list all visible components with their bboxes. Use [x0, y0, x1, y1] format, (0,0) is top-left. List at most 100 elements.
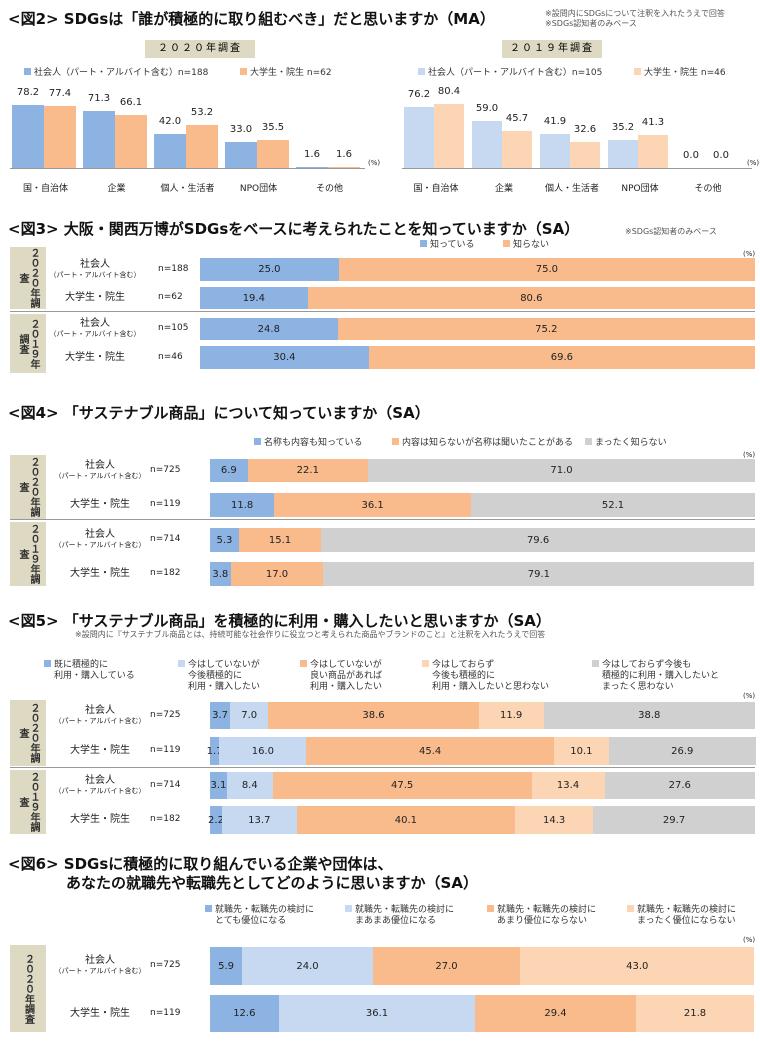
bar: [257, 139, 289, 168]
row-label: 社会人 （パート・アルバイト含む）: [50, 460, 150, 482]
legend-swatch: [254, 438, 261, 445]
respondent-group: 大学生・院生: [70, 1007, 130, 1019]
category-label: NPO団体: [239, 184, 278, 194]
bar: [44, 106, 76, 168]
category-label: 国・自治体: [22, 184, 68, 194]
year-label: ２０２０年調査: [17, 703, 39, 763]
legend-label: 内容は知らないが名称は聞いたことがある: [402, 438, 574, 448]
legend-item: 大学生・院生 n=62: [240, 68, 332, 79]
respondent-subgroup: （パート・アルバイト含む）: [54, 716, 146, 725]
legend-swatch: [345, 905, 352, 912]
sample-size: n=714: [150, 779, 181, 790]
sample-size: n=725: [150, 464, 181, 475]
bar: [154, 134, 186, 168]
bar-segment: 13.7: [221, 806, 297, 834]
legend-label: 知らない: [513, 240, 550, 250]
category-label: 企業: [494, 184, 513, 194]
bar-segment: 75.2: [337, 318, 755, 340]
category-label: NPO団体: [621, 184, 659, 194]
respondent-subgroup: （パート・アルバイト含む）: [49, 270, 141, 279]
bar-segment: 43.0: [520, 947, 755, 985]
legend-item: 就職先・転職先の検討に とても優位になる: [205, 905, 314, 927]
category-label: その他: [315, 184, 343, 194]
year-box: ２０２０年調査: [10, 700, 46, 766]
category-label: 個人・生活者: [544, 184, 599, 194]
row-label: 大学生・院生: [50, 745, 150, 756]
legend-item: まったく知らない: [585, 438, 667, 449]
respondent-subgroup: （パート・アルバイト含む）: [54, 786, 146, 795]
data-label: 53.2: [190, 107, 214, 119]
data-label: 71.3: [87, 92, 111, 104]
sample-size: n=119: [150, 745, 181, 755]
legend-swatch: [487, 905, 494, 912]
year-box: ２０１９年調査: [10, 522, 46, 586]
legend-swatch: [24, 68, 31, 75]
legend-item: 就職先・転職先の検討に まったく優位にならない: [627, 905, 736, 927]
respondent-group: 大学生・院生: [70, 499, 130, 510]
respondent-subgroup: （パート・アルバイト含む）: [49, 330, 141, 338]
category-label: その他: [694, 184, 722, 194]
legend-label: 就職先・転職先の検討に まったく優位にならない: [637, 905, 737, 926]
respondent-group: 社会人: [85, 774, 115, 786]
legend-swatch: [585, 438, 592, 445]
row-label: 社会人 （パート・アルバイト含む）: [50, 705, 150, 727]
respondent-subgroup: （パート・アルバイト含む）: [54, 967, 146, 975]
row-label: 社会人 （パート・アルバイト含む）: [45, 318, 145, 340]
data-label: 78.2: [16, 87, 40, 99]
category-label: 企業: [107, 184, 126, 194]
respondent-group: 社会人: [85, 459, 115, 471]
bar-segment: 13.4: [531, 772, 605, 799]
legend-swatch: [634, 68, 641, 75]
legend-swatch: [627, 905, 634, 912]
legend-label: まったく知らない: [595, 438, 667, 448]
legend-label: 就職先・転職先の検討に まあまあ優位になる: [355, 905, 455, 926]
unit-label: (%): [747, 159, 760, 167]
sample-size: n=105: [158, 323, 189, 333]
bar: [225, 141, 257, 168]
sample-size: n=725: [150, 960, 181, 970]
bar-segment: 80.6: [307, 287, 755, 309]
year-label: ２０２０年調査: [17, 248, 39, 308]
legend-item: 知らない: [503, 240, 549, 251]
legend-swatch: [420, 240, 427, 247]
year-box: ２０２０年調査: [10, 455, 46, 519]
legend-label: 今はしておらず今後も 積極的に利用・購入したいと まったく思わない: [602, 660, 720, 692]
data-label: 1.6: [304, 148, 320, 160]
fig2-note-1: ※設問内にSDGsについて注釈を入れたうえで回答: [545, 9, 725, 18]
legend-item: 社会人（パート・アルバイト含む）n=105: [418, 68, 602, 79]
bar-segment: 3.8: [210, 562, 231, 586]
fig4-title: <図4> 「サステナブル商品」について知っていますか（SA）: [8, 404, 430, 422]
bar: [502, 131, 532, 168]
bar-segment: 24.0: [242, 947, 373, 985]
bar-segment: 79.6: [321, 528, 755, 552]
data-label: 80.4: [437, 85, 461, 97]
sample-size: n=119: [150, 499, 181, 509]
bar: [540, 134, 570, 168]
bar: [12, 105, 44, 168]
bar-segment: 47.5: [272, 772, 532, 799]
bar: [83, 110, 115, 168]
panel-heading: ２０１９年調査: [502, 40, 602, 58]
bar-segment: 40.1: [296, 806, 516, 834]
bar-segment: 30.4: [200, 346, 369, 369]
sample-size: n=182: [150, 814, 181, 824]
data-label: 45.7: [505, 113, 529, 125]
fig5-title: <図5> 「サステナブル商品」を積極的に利用・購入したいと思いますか（SA）: [8, 612, 551, 630]
category-label: 個人・生活者: [160, 184, 215, 194]
legend-swatch: [178, 660, 185, 667]
bar-segment: 1.7: [207, 737, 223, 765]
bar-segment: 10.1: [553, 737, 609, 765]
unit-label: (%): [743, 692, 756, 700]
legend-swatch: [240, 68, 247, 75]
bar-segment: 27.0: [372, 947, 521, 985]
legend-item: 就職先・転職先の検討に まあまあ優位になる: [345, 905, 454, 927]
data-label: 0.0: [713, 150, 729, 161]
bar-segment: 11.8: [210, 493, 275, 517]
legend-item: 内容は知らないが名称は聞いたことがある: [392, 438, 573, 449]
unit-label: (%): [743, 451, 756, 459]
sample-size: n=714: [150, 534, 181, 544]
year-label: ２０２０年調査: [17, 457, 39, 517]
legend-item: 就職先・転職先の検討に あまり優位にならない: [487, 905, 596, 927]
bar-segment: 3.7: [210, 702, 231, 729]
year-label: ２０１９年調査: [17, 772, 39, 832]
